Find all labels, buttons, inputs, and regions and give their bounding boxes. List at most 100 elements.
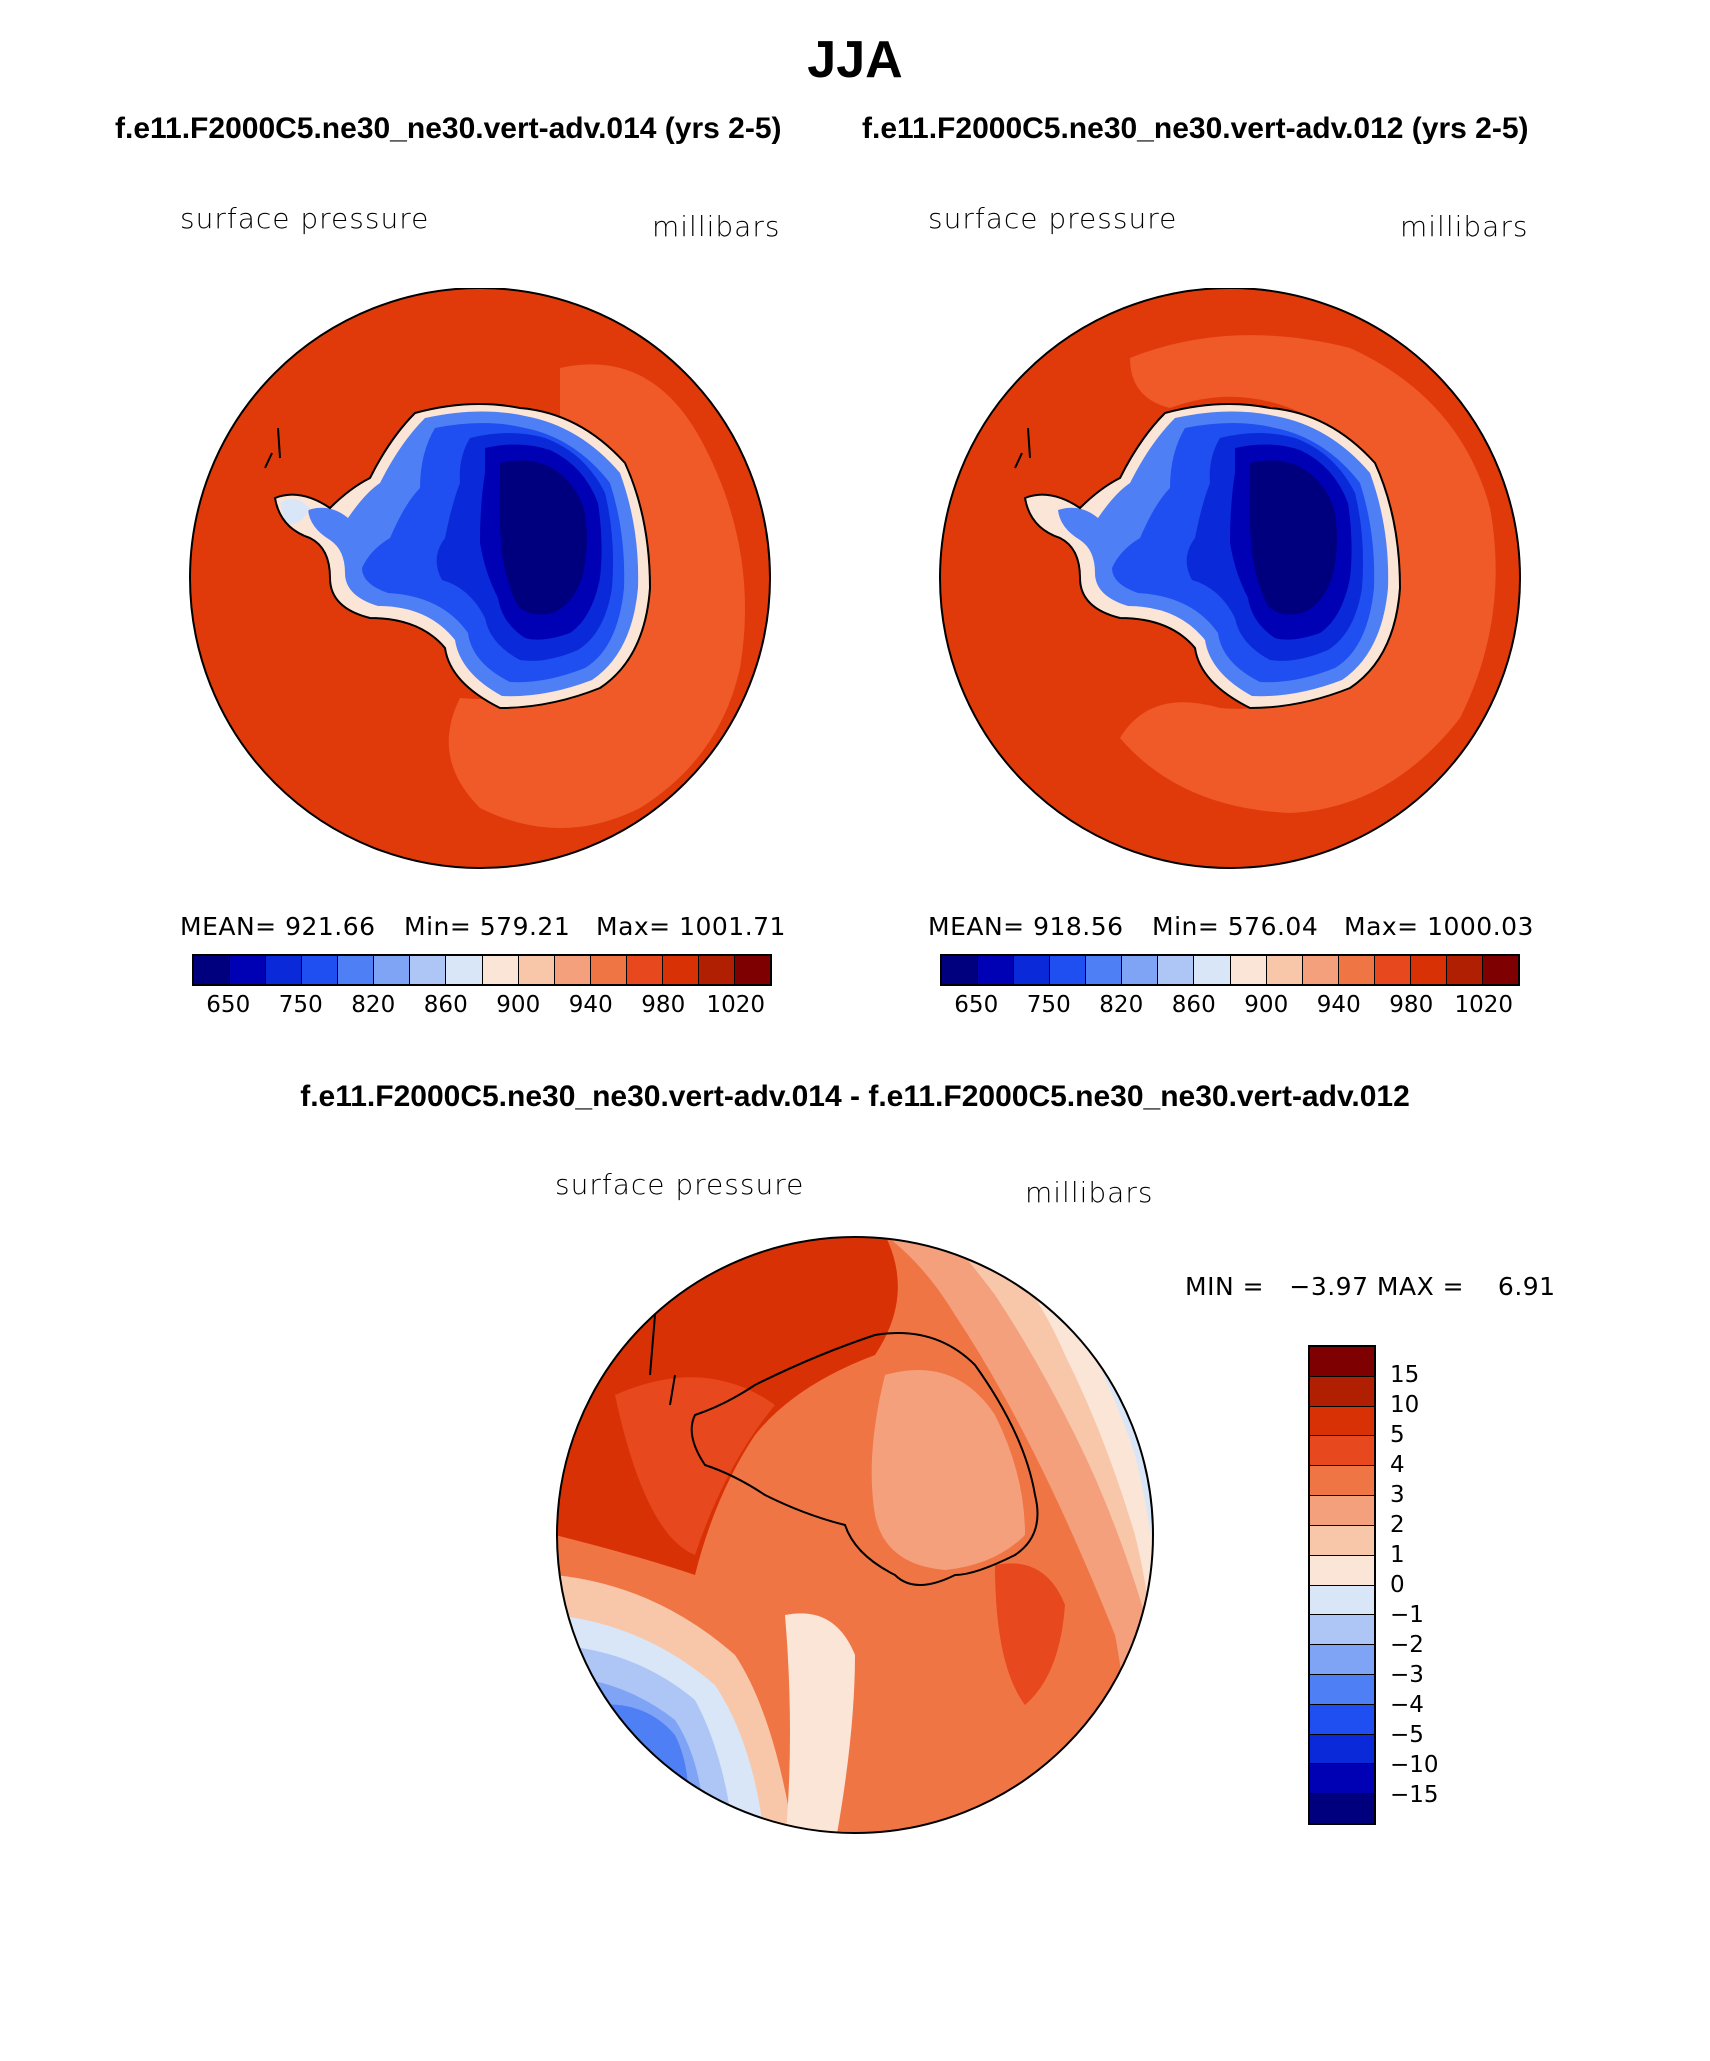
left-colorbar-tick-label: 650 xyxy=(206,992,251,1018)
diff-colorbar-swatch-2 xyxy=(1310,1406,1374,1437)
right-colorbar-swatch-15 xyxy=(1482,956,1518,984)
diff-colorbar-swatch-3 xyxy=(1310,1436,1374,1467)
right-colorbar-tick-label: 1020 xyxy=(1454,992,1514,1018)
left-coastline xyxy=(273,403,652,710)
left-colorbar-swatch-9 xyxy=(518,956,555,984)
figure-title: JJA xyxy=(807,31,903,89)
diff-colorbar-tick-label: 3 xyxy=(1390,1482,1405,1508)
diff-colorbar-tick-label: −1 xyxy=(1390,1602,1424,1628)
left-colorbar-tick-label: 1020 xyxy=(706,992,766,1018)
diff-colorbar-tick-label: −2 xyxy=(1390,1632,1424,1658)
right-colorbar-swatch-14 xyxy=(1446,956,1483,984)
left-colorbar-tick-label: 820 xyxy=(351,992,396,1018)
left-colorbar-swatch-13 xyxy=(662,956,699,984)
left-colorbar-tick-label: 940 xyxy=(568,992,613,1018)
diff-colorbar-tick-label: 1 xyxy=(1390,1542,1405,1568)
diff-colorbar-labels: 15 10 5 4 3 2 1 0 −1 −2 −3 −4 −5 −10 −15 xyxy=(1390,1345,1510,1825)
left-colorbar-swatch-14 xyxy=(698,956,735,984)
right-colorbar-swatch-13 xyxy=(1410,956,1447,984)
right-colorbar-swatch-7 xyxy=(1194,956,1231,984)
left-colorbar-swatch-10 xyxy=(554,956,591,984)
diff-colorbar-tick-label: 15 xyxy=(1390,1362,1420,1388)
diff-units-label: millibars xyxy=(1025,1176,1154,1209)
left-panel-subtitle: f.e11.F2000C5.ne30_ne30.vert-adv.014 (yr… xyxy=(115,112,782,145)
right-colorbar-tick-label: 750 xyxy=(1026,992,1071,1018)
diff-colorbar-swatch-10 xyxy=(1310,1645,1374,1675)
diff-colorbar-swatch-15 xyxy=(1310,1794,1374,1823)
right-colorbar-swatch-6 xyxy=(1158,956,1195,984)
right-colorbar-tick-label: 940 xyxy=(1316,992,1361,1018)
right-units-label: millibars xyxy=(1400,210,1529,243)
right-colorbar-swatch-1 xyxy=(978,956,1015,984)
right-colorbar-tick-label: 900 xyxy=(1244,992,1289,1018)
diff-colorbar-swatch-12 xyxy=(1310,1704,1374,1735)
left-colorbar-swatch-15 xyxy=(734,956,770,984)
diff-colorbar-tick-label: −4 xyxy=(1390,1692,1424,1718)
diff-colorbar-tick-label: 5 xyxy=(1390,1422,1405,1448)
right-colorbar-tick-label: 820 xyxy=(1099,992,1144,1018)
diff-colorbar-swatch-5 xyxy=(1310,1496,1374,1526)
right-colorbar-swatch-4 xyxy=(1086,956,1123,984)
left-colorbar-swatch-7 xyxy=(446,956,483,984)
diff-colorbar-swatch-8 xyxy=(1310,1585,1374,1616)
left-colorbar-swatch-1 xyxy=(230,956,267,984)
diff-coastline xyxy=(690,1332,1039,1586)
diff-colorbar-tick-label: −10 xyxy=(1390,1752,1439,1778)
diff-variable-label: surface pressure xyxy=(555,1168,805,1201)
diff-colorbar-tick-label: −5 xyxy=(1390,1722,1424,1748)
right-colorbar-swatch-5 xyxy=(1122,956,1159,984)
right-colorbar-swatch-9 xyxy=(1266,956,1303,984)
diff-colorbar-swatch-4 xyxy=(1310,1466,1374,1497)
left-colorbar-swatch-8 xyxy=(482,956,519,984)
diff-colorbar-swatch-14 xyxy=(1310,1764,1374,1795)
right-variable-label: surface pressure xyxy=(928,202,1178,235)
diff-colorbar-swatch-7 xyxy=(1310,1555,1374,1586)
right-colorbar-tick-label: 650 xyxy=(954,992,999,1018)
left-colorbar-swatch-12 xyxy=(626,956,663,984)
left-min: Min= 579.21 xyxy=(404,912,571,941)
left-colorbar-tick-label: 900 xyxy=(496,992,541,1018)
left-colorbar-tick-label: 750 xyxy=(278,992,323,1018)
diff-colorbar-swatch-0 xyxy=(1310,1347,1374,1377)
right-colorbar-swatch-10 xyxy=(1302,956,1339,984)
right-min: Min= 576.04 xyxy=(1152,912,1319,941)
diff-colorbar-tick-label: 2 xyxy=(1390,1512,1405,1538)
diff-colorbar-swatch-1 xyxy=(1310,1376,1374,1407)
right-polar-map xyxy=(939,288,1521,869)
diff-panel-subtitle: f.e11.F2000C5.ne30_ne30.vert-adv.014 - f… xyxy=(300,1080,1410,1113)
diff-colorbar-tick-label: −15 xyxy=(1390,1782,1439,1808)
left-colorbar-labels: 650 750 820 860 900 940 980 1020 xyxy=(192,992,772,1022)
right-colorbar-swatch-0 xyxy=(942,956,979,984)
right-colorbar-swatch-3 xyxy=(1050,956,1087,984)
left-colorbar-swatch-2 xyxy=(266,956,303,984)
diff-colorbar-tick-label: −3 xyxy=(1390,1662,1424,1688)
left-mean: MEAN= 921.66 xyxy=(180,912,376,941)
diff-colorbar-tick-label: 10 xyxy=(1390,1392,1420,1418)
left-units-label: millibars xyxy=(652,210,781,243)
left-max: Max= 1001.71 xyxy=(596,912,786,941)
left-colorbar-tick-label: 860 xyxy=(423,992,468,1018)
right-ocean-ring xyxy=(1120,335,1496,813)
right-mean: MEAN= 918.56 xyxy=(928,912,1124,941)
diff-colorbar-tick-label: 4 xyxy=(1390,1452,1405,1478)
diff-colorbar-swatch-13 xyxy=(1310,1734,1374,1765)
left-colorbar-swatch-11 xyxy=(590,956,627,984)
right-colorbar-tick-label: 860 xyxy=(1171,992,1216,1018)
diff-colorbar-swatch-11 xyxy=(1310,1674,1374,1705)
left-colorbar-swatch-4 xyxy=(338,956,375,984)
right-colorbar-swatch-8 xyxy=(1230,956,1267,984)
right-colorbar-labels: 650 750 820 860 900 940 980 1020 xyxy=(940,992,1520,1022)
right-colorbar xyxy=(940,954,1520,986)
right-colorbar-tick-label: 980 xyxy=(1389,992,1434,1018)
left-colorbar-swatch-6 xyxy=(410,956,447,984)
right-panel-subtitle: f.e11.F2000C5.ne30_ne30.vert-adv.012 (yr… xyxy=(862,112,1529,145)
diff-polar-map xyxy=(556,1236,1154,1834)
diff-colorbar-tick-label: 0 xyxy=(1390,1572,1405,1598)
diff-colorbar-swatch-9 xyxy=(1310,1615,1374,1646)
left-ocean-ring xyxy=(448,364,745,828)
diff-colorbar xyxy=(1308,1345,1376,1825)
left-colorbar-tick-label: 980 xyxy=(641,992,686,1018)
left-colorbar-swatch-3 xyxy=(302,956,339,984)
right-max: Max= 1000.03 xyxy=(1344,912,1534,941)
right-colorbar-swatch-2 xyxy=(1014,956,1051,984)
